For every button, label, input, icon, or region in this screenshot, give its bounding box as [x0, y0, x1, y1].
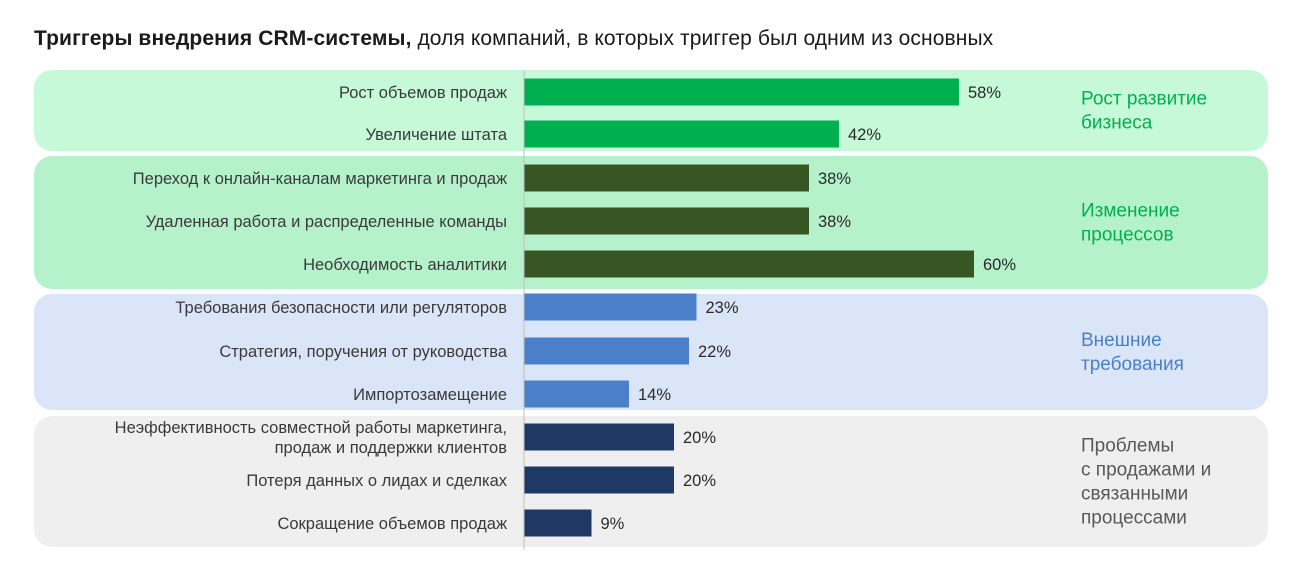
category-label-line: Неэффективность совместной работы маркет… [115, 419, 507, 437]
group-label-line: с продажами и [1081, 460, 1211, 481]
bar [524, 120, 839, 148]
group-label-line: процессов [1081, 225, 1174, 246]
category-label-line: Сокращение объемов продаж [277, 515, 507, 533]
group-background [34, 70, 1268, 151]
group-label-line: связанными [1081, 484, 1188, 505]
category-label: Необходимость аналитики [303, 256, 507, 274]
bar [524, 509, 592, 537]
bar [524, 466, 674, 494]
value-label: 42% [848, 126, 881, 144]
category-label: Неэффективность совместной работы маркет… [115, 419, 508, 457]
group-label-line: Проблемы [1081, 436, 1174, 457]
value-label: 20% [683, 429, 716, 447]
group-label-line: бизнеса [1081, 113, 1153, 134]
bar [524, 293, 697, 321]
bar [524, 423, 674, 451]
group-label-line: требования [1081, 354, 1184, 375]
value-label: 38% [818, 170, 851, 188]
bar [524, 380, 629, 408]
group-label: Рост развитие бизнеса [1081, 89, 1207, 134]
value-label: 14% [638, 386, 671, 404]
category-label-line: Рост объемов продаж [339, 84, 507, 102]
bar [524, 250, 974, 278]
bar [524, 207, 809, 235]
group-label: Внешние требования [1081, 330, 1184, 375]
category-label: Увеличение штата [366, 126, 508, 144]
bar [524, 78, 959, 106]
category-label-line: Стратегия, поручения от руководства [219, 343, 508, 361]
group-label: Проблемы с продажами и связанными процессам… [1081, 436, 1211, 529]
category-label-line: продаж и поддержки клиентов [275, 439, 508, 457]
group-label-line: Изменение [1081, 201, 1180, 222]
category-label-line: Импортозамещение [353, 386, 507, 404]
category-label: Импортозамещение [353, 386, 507, 404]
value-label: 60% [983, 256, 1016, 274]
category-label: Рост объемов продаж [339, 84, 507, 102]
category-label-line: Требования безопасности или регуляторов [175, 299, 507, 317]
value-label: 23% [706, 299, 739, 317]
group-label-line: процессами [1081, 508, 1187, 529]
chart-title: Триггеры внедрения CRM-системы, доля ком… [34, 27, 993, 51]
value-label: 9% [601, 515, 625, 533]
category-label-line: Потеря данных о лидах и сделках [246, 472, 507, 490]
category-label-line: Удаленная работа и распределенные команд… [146, 213, 507, 231]
value-label: 38% [818, 213, 851, 231]
category-label: Потеря данных о лидах и сделках [246, 472, 507, 490]
category-label: Требования безопасности или регуляторов [175, 299, 507, 317]
group-label: Изменение процессов [1081, 201, 1180, 246]
category-label: Переход к онлайн-каналам маркетинга и пр… [133, 170, 507, 188]
category-label-line: Увеличение штата [366, 126, 508, 144]
bar [524, 164, 809, 192]
value-label: 22% [698, 343, 731, 361]
category-label: Удаленная работа и распределенные команд… [146, 213, 507, 231]
bar [524, 337, 689, 365]
value-label: 20% [683, 472, 716, 490]
chart-title-bold: Триггеры внедрения CRM-системы, [34, 27, 412, 50]
category-label-line: Переход к онлайн-каналам маркетинга и пр… [133, 170, 507, 188]
group-label-line: Рост развитие [1081, 89, 1207, 110]
group-label-line: Внешние [1081, 330, 1162, 351]
value-label: 58% [968, 84, 1001, 102]
chart-title-subtitle: доля компаний, в которых триггер был одн… [411, 27, 994, 50]
category-label-line: Необходимость аналитики [303, 256, 507, 274]
category-label: Стратегия, поручения от руководства [219, 343, 508, 361]
category-label: Сокращение объемов продаж [277, 515, 507, 533]
